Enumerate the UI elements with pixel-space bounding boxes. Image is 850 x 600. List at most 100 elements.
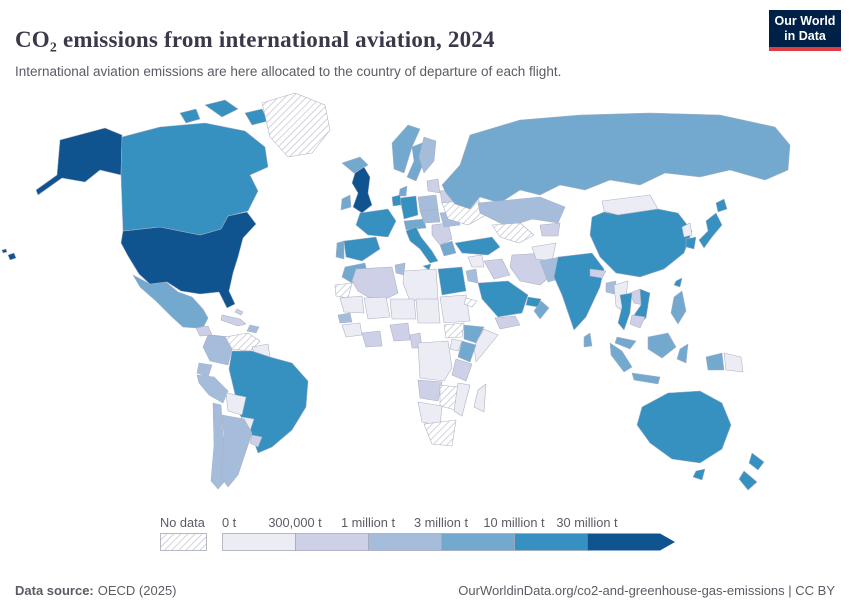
country-guinea[interactable] — [341, 322, 363, 338]
country-egypt[interactable] — [437, 266, 467, 296]
page-title: CO₂ emissions from international aviatio… — [15, 27, 495, 53]
country-tanzania[interactable] — [451, 358, 473, 382]
country-bahamas[interactable] — [234, 308, 244, 316]
country-denmark[interactable] — [398, 185, 408, 197]
country-south-africa[interactable] — [423, 419, 457, 447]
country-usa[interactable] — [1, 127, 257, 309]
country-hispaniola[interactable] — [246, 324, 260, 334]
country-nepal[interactable] — [589, 268, 607, 279]
country-baltics[interactable] — [426, 178, 441, 194]
country-tunisia[interactable] — [394, 262, 406, 276]
country-eritrea[interactable] — [463, 297, 478, 308]
country-chad[interactable] — [415, 298, 441, 324]
country-sri-lanka[interactable] — [583, 332, 593, 348]
legend-bin-4[interactable] — [441, 533, 515, 551]
country-iraq[interactable] — [483, 258, 511, 280]
legend-no-data-label: No data — [160, 515, 205, 530]
legend-bin-1[interactable] — [222, 533, 296, 551]
country-saudi-arabia[interactable] — [477, 280, 529, 318]
country-greenland[interactable] — [261, 92, 331, 158]
legend-bin-3[interactable] — [368, 533, 442, 551]
country-germany[interactable] — [399, 195, 419, 220]
country-uganda[interactable] — [449, 338, 463, 352]
country-peru[interactable] — [196, 374, 229, 404]
country-australia[interactable] — [636, 390, 732, 481]
country-oman[interactable] — [533, 300, 550, 320]
country-bolivia[interactable] — [225, 392, 247, 416]
data-source-line: Data source: OECD (2025) — [15, 583, 177, 598]
country-india[interactable] — [553, 252, 605, 331]
owid-logo[interactable]: Our World in Data — [769, 10, 841, 51]
country-argentina[interactable] — [220, 414, 253, 488]
legend-no-data-swatch[interactable] — [160, 533, 207, 551]
country-mauritania[interactable] — [339, 295, 365, 314]
country-uzbekistan-turkmenistan[interactable] — [491, 222, 535, 244]
country-finland[interactable] — [418, 136, 437, 174]
country-north-korea[interactable] — [681, 222, 693, 238]
country-colombia[interactable] — [202, 334, 233, 366]
country-sudan[interactable] — [439, 294, 471, 324]
country-western-sahara[interactable] — [334, 282, 353, 299]
country-ecuador[interactable] — [196, 362, 213, 378]
country-kazakhstan[interactable] — [477, 196, 566, 228]
country-niger[interactable] — [389, 298, 417, 320]
country-greece[interactable] — [439, 240, 457, 257]
country-ghana-ivory-coast[interactable] — [361, 330, 383, 348]
country-italy[interactable] — [405, 226, 439, 271]
country-madagascar[interactable] — [473, 383, 487, 413]
country-angola[interactable] — [417, 379, 443, 402]
country-mali[interactable] — [363, 296, 391, 320]
country-czech-hungary[interactable] — [419, 208, 441, 224]
country-yemen[interactable] — [494, 315, 521, 330]
country-spain[interactable] — [343, 236, 381, 262]
country-israel-jordan[interactable] — [465, 268, 479, 284]
credit-link[interactable]: OurWorldinData.org/co2-and-greenhouse-ga… — [458, 583, 835, 598]
country-syria[interactable] — [467, 254, 485, 268]
country-south-korea[interactable] — [685, 236, 697, 250]
country-cuba[interactable] — [220, 314, 247, 327]
country-china[interactable] — [589, 208, 693, 278]
country-senegal[interactable] — [337, 312, 353, 324]
country-poland[interactable] — [417, 194, 439, 212]
country-papua-new-guinea[interactable] — [723, 352, 744, 373]
country-south-sudan[interactable] — [443, 322, 465, 339]
country-kyrgyzstan-tajikistan[interactable] — [539, 222, 561, 237]
country-turkey[interactable] — [454, 236, 501, 256]
country-taiwan[interactable] — [673, 277, 683, 288]
country-mexico[interactable] — [132, 274, 209, 329]
country-japan[interactable] — [698, 198, 728, 249]
country-iceland[interactable] — [341, 156, 369, 174]
country-cambodia[interactable] — [629, 314, 646, 329]
country-guatemala[interactable] — [195, 325, 213, 337]
country-indonesia[interactable] — [609, 332, 725, 385]
country-ireland[interactable] — [340, 194, 352, 211]
country-canada[interactable] — [120, 99, 269, 236]
legend-bin-5[interactable] — [514, 533, 588, 551]
country-thailand[interactable] — [617, 292, 633, 331]
country-mozambique[interactable] — [453, 382, 471, 417]
country-portugal[interactable] — [335, 240, 345, 260]
country-malaysia[interactable] — [614, 336, 637, 350]
country-libya[interactable] — [402, 268, 439, 302]
country-united-kingdom[interactable] — [351, 166, 373, 214]
country-france[interactable] — [355, 208, 397, 238]
country-switzerland-austria[interactable] — [403, 218, 427, 231]
legend-bin-6-arrow[interactable] — [587, 533, 676, 551]
legend-tick-30m: 30 million t — [556, 515, 618, 530]
country-kenya[interactable] — [457, 340, 477, 363]
legend-bin-2[interactable] — [295, 533, 369, 551]
country-nigeria[interactable] — [389, 322, 411, 342]
country-new-zealand[interactable] — [738, 452, 765, 491]
data-source-label: Data source: — [15, 583, 94, 598]
country-somalia[interactable] — [473, 328, 499, 363]
legend-tick-1m: 1 million t — [340, 515, 396, 530]
country-russia[interactable] — [441, 112, 791, 210]
country-bangladesh[interactable] — [605, 280, 617, 295]
country-drc[interactable] — [417, 340, 453, 382]
country-uruguay[interactable] — [249, 434, 263, 448]
world-choropleth-map — [1, 92, 791, 491]
data-source-value: OECD (2025) — [97, 583, 177, 598]
country-benelux[interactable] — [391, 194, 402, 207]
country-philippines[interactable] — [670, 290, 687, 325]
